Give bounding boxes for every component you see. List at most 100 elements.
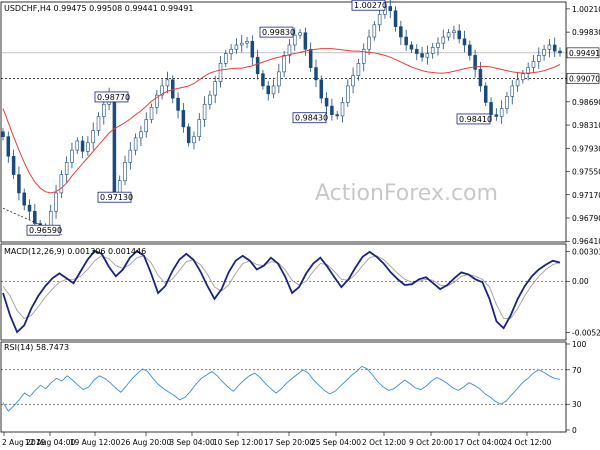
- rsi-panel: 100 70 30 0: [1, 340, 587, 435]
- candle-body: [330, 105, 334, 115]
- candle-body: [462, 38, 467, 46]
- level-label: 0.99830: [262, 28, 295, 37]
- candle-body: [361, 48, 366, 64]
- candle-body: [202, 103, 207, 120]
- candle-body: [224, 53, 228, 64]
- rsi-tick-label: 70: [572, 366, 582, 375]
- price-tick-label: 0.97170: [572, 191, 600, 200]
- candle-body: [505, 96, 509, 109]
- price-tick-label: 0.98310: [572, 121, 600, 130]
- price-tick-label: 0.97550: [572, 168, 600, 177]
- candle-body: [96, 116, 101, 131]
- candle-body: [324, 97, 329, 107]
- level-tag: [97, 191, 132, 203]
- candle-body: [197, 119, 202, 137]
- macd-panel-frame: [0, 243, 567, 341]
- x-tick-label: 3 Sep 04:00: [169, 438, 215, 447]
- candle-body: [112, 94, 117, 197]
- candle-body: [54, 192, 58, 212]
- candle-body: [75, 140, 80, 151]
- candle-body: [64, 162, 69, 175]
- candle-body: [86, 142, 90, 152]
- candle-body: [102, 103, 106, 117]
- current-price-label: 0.99491: [569, 49, 600, 58]
- candle-body: [377, 14, 382, 26]
- level-tag: [26, 224, 61, 236]
- candle-body: [425, 53, 430, 58]
- level-label: 0.98770: [97, 93, 130, 102]
- candle-body: [229, 48, 233, 54]
- x-tick-label: 2 Aug 2019: [2, 438, 45, 447]
- level-tag: [94, 91, 129, 103]
- candle-body: [70, 149, 74, 163]
- candle-body: [261, 73, 265, 87]
- candle-body: [399, 26, 403, 38]
- candle-body: [457, 30, 461, 40]
- candle-body: [149, 107, 154, 120]
- candle-body: [155, 94, 159, 108]
- moving-average-line: [2, 48, 561, 194]
- candle-body: [510, 85, 515, 97]
- candle-body: [22, 192, 26, 206]
- level-label: 0.98430: [295, 114, 328, 123]
- candle-body: [91, 130, 95, 144]
- x-tick-label: 17 Sep 20:00: [264, 438, 314, 447]
- rsi-tick-label: 0: [572, 426, 577, 435]
- candle-body: [340, 102, 345, 117]
- candle-body: [186, 126, 191, 144]
- candle-body: [144, 119, 148, 133]
- support-level-tag: [566, 73, 600, 84]
- price-tick-label: 0.96790: [572, 214, 600, 223]
- candle-body: [558, 50, 562, 54]
- candle-body: [176, 97, 180, 111]
- level-tag: [292, 112, 327, 124]
- candle-body: [367, 36, 371, 50]
- watermark: ActionForex.com: [315, 181, 498, 206]
- level-label: 0.98410: [459, 115, 492, 124]
- candle-body: [552, 44, 557, 52]
- candle-body: [160, 85, 164, 96]
- price-tick-label: 1.00210: [572, 5, 600, 14]
- candle-body: [123, 162, 127, 181]
- price-header: USDCHF,H4 0.99475 0.99508 0.99441 0.9949…: [4, 4, 193, 13]
- candle-body: [515, 79, 520, 87]
- candle-body: [393, 10, 398, 27]
- candle-body: [473, 55, 477, 70]
- level-tag: [351, 0, 386, 11]
- level-tag: [456, 113, 491, 125]
- rsi-header: RSI(14) 58.7473: [4, 343, 69, 352]
- candle-body: [282, 55, 286, 73]
- candle-body: [526, 67, 530, 74]
- candle-body: [372, 24, 377, 38]
- price-panel-frame: [0, 1, 567, 243]
- candle-body: [208, 94, 212, 105]
- candle-body: [531, 61, 536, 68]
- candle-body: [11, 155, 16, 175]
- candle-body: [335, 114, 339, 117]
- candle-body: [128, 149, 133, 163]
- candle-body: [388, 6, 393, 12]
- candle-body: [415, 48, 419, 54]
- candle-body: [483, 85, 488, 103]
- x-tick-label: 10 Sep 12:00: [213, 438, 263, 447]
- price-tick-label: 0.97930: [572, 144, 600, 153]
- x-tick-label: 2 Oct 12:00: [362, 438, 406, 447]
- candle-body: [346, 85, 350, 103]
- candle-body: [452, 30, 456, 34]
- candle-body: [356, 63, 361, 76]
- candle-body: [298, 32, 302, 36]
- candle-body: [239, 42, 244, 46]
- rsi-panel-frame: [0, 341, 567, 433]
- candle-body: [234, 44, 239, 50]
- candle-body: [314, 67, 318, 81]
- candle-body: [478, 69, 483, 87]
- x-tick-label: 26 Aug 20:00: [121, 438, 172, 447]
- macd-line: [2, 249, 561, 334]
- candle-body: [441, 36, 446, 44]
- candle-body: [436, 42, 440, 48]
- candle-body: [192, 136, 196, 144]
- macd-panel: 0.00303 0.00 -0.005236: [1, 248, 600, 337]
